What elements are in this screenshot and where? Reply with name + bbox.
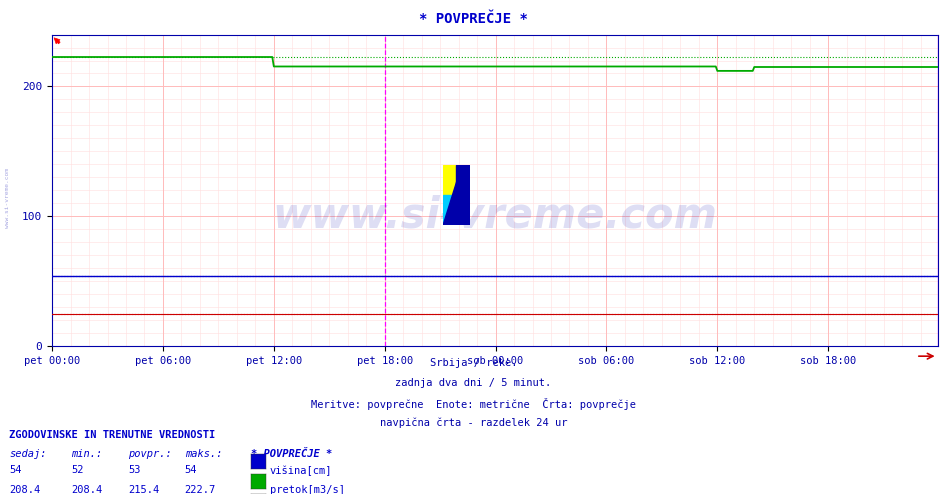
Text: ZGODOVINSKE IN TRENUTNE VREDNOSTI: ZGODOVINSKE IN TRENUTNE VREDNOSTI	[9, 430, 216, 440]
Text: Meritve: povprečne  Enote: metrične  Črta: povprečje: Meritve: povprečne Enote: metrične Črta:…	[311, 398, 636, 410]
Text: 215.4: 215.4	[128, 485, 159, 494]
Bar	[456, 165, 470, 225]
Text: 208.4: 208.4	[71, 485, 102, 494]
Text: pretok[m3/s]: pretok[m3/s]	[270, 485, 345, 494]
Text: sedaj:: sedaj:	[9, 449, 47, 458]
Text: 54: 54	[9, 465, 22, 475]
Text: navpična črta - razdelek 24 ur: navpična črta - razdelek 24 ur	[380, 417, 567, 428]
Text: višina[cm]: višina[cm]	[270, 465, 332, 476]
Text: www.si-vreme.com: www.si-vreme.com	[273, 194, 717, 236]
Text: www.si-vreme.com: www.si-vreme.com	[5, 167, 10, 228]
Text: * POVPREČJE *: * POVPREČJE *	[251, 449, 332, 458]
Text: 54: 54	[185, 465, 197, 475]
Text: * POVPREČJE *: * POVPREČJE *	[420, 12, 527, 26]
Text: povpr.:: povpr.:	[128, 449, 171, 458]
Bar	[443, 195, 462, 225]
Text: 53: 53	[128, 465, 140, 475]
Text: 222.7: 222.7	[185, 485, 216, 494]
Text: 208.4: 208.4	[9, 485, 41, 494]
Text: 52: 52	[71, 465, 83, 475]
Text: min.:: min.:	[71, 449, 102, 458]
Text: maks.:: maks.:	[185, 449, 223, 458]
Polygon shape	[443, 165, 462, 225]
Text: Srbija / reke.: Srbija / reke.	[430, 358, 517, 368]
Text: zadnja dva dni / 5 minut.: zadnja dva dni / 5 minut.	[396, 378, 551, 388]
Bar	[443, 165, 462, 195]
